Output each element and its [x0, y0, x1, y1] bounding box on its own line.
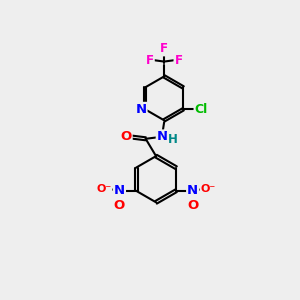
- Text: N: N: [135, 103, 146, 116]
- Text: O: O: [187, 199, 198, 212]
- Text: Cl: Cl: [194, 103, 208, 116]
- Text: F: F: [146, 54, 154, 67]
- Text: O⁻: O⁻: [201, 184, 216, 194]
- Text: O: O: [120, 130, 132, 143]
- Text: N: N: [187, 184, 198, 197]
- Text: O⁻: O⁻: [96, 184, 111, 194]
- Text: O: O: [114, 199, 125, 212]
- Text: F: F: [160, 42, 168, 56]
- Text: N: N: [157, 130, 168, 143]
- Text: H: H: [168, 133, 178, 146]
- Text: N: N: [114, 184, 125, 197]
- Text: F: F: [175, 54, 182, 67]
